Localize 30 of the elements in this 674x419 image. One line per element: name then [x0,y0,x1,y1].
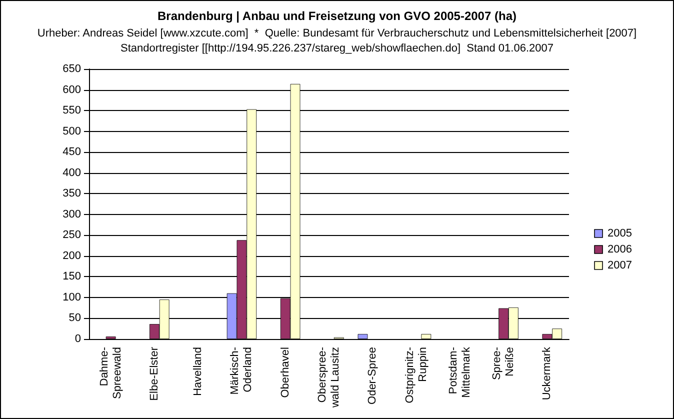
y-tick-label: 450 [62,146,81,158]
y-tick-label: 350 [62,188,81,200]
y-tick-label: 500 [62,125,81,138]
y-tick-label: 250 [62,229,81,242]
x-tick-label: Oberhavel [279,347,292,398]
y-tick-label: 100 [62,291,81,304]
y-tick-label: 200 [62,250,81,262]
y-tick-label: 400 [62,166,81,179]
x-tick-label: Havelland [192,347,204,396]
x-tick-label: Spree- Neiße [491,346,516,380]
y-tick-label: 50 [68,312,81,324]
y-tick-label: 150 [62,270,81,283]
chart-title: Brandenburg | Anbau und Freisetzung von GVO 2005-2007 (ha) [158,9,516,23]
y-tick-label: 550 [62,104,81,117]
y-tick-label: 600 [62,84,81,96]
x-tick-label: Oder-Spree [366,347,379,404]
x-tick-label: Elbe-Elster [148,346,160,401]
legend-label: 2006 [608,244,632,256]
x-tick-label: Uckermark [541,346,554,400]
legend-label: 2007 [608,260,632,272]
y-tick-label: 300 [62,208,81,220]
x-tick-label: Dahme- Spreewald [98,346,124,399]
x-tick-label: Oberspree- wald Lausitz [316,346,342,409]
chart-subtitle: Urheber: Andreas Seidel [www.xzcute.com] * Quelle: Bundesamt für Verbraucherschutz und Lebensmittelsicherheit [2007] Standortregister [[http://194.95.226.237/stareg_web/showflaechen.do] Stand 01.06.2007 [37,28,637,54]
x-tick-label: Märkisch- Oderland [229,346,254,395]
y-tick-label: 0 [74,333,81,345]
y-tick-label: 650 [62,63,81,75]
legend-label: 2005 [608,228,632,240]
x-tick-label: Potsdam- Mittelmark [447,346,472,398]
x-tick-label: Ostprignitz- Ruppin [404,346,429,404]
